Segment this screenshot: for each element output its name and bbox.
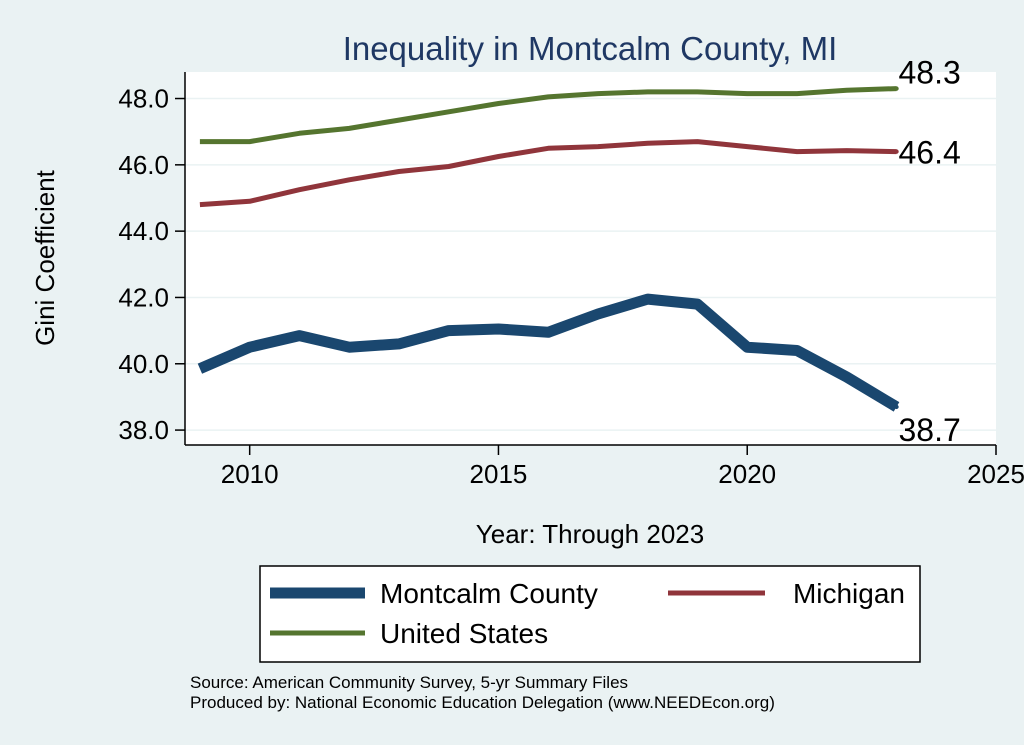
y-tick-label: 46.0 bbox=[118, 150, 169, 180]
y-tick-label: 40.0 bbox=[118, 349, 169, 379]
y-tick-label: 38.0 bbox=[118, 415, 169, 445]
series-endpoint-montcalm-county bbox=[894, 404, 899, 410]
y-tick-label: 48.0 bbox=[118, 84, 169, 114]
chart-title: Inequality in Montcalm County, MI bbox=[343, 30, 838, 67]
end-label-michigan: 46.4 bbox=[898, 135, 960, 171]
end-label-united-states: 48.3 bbox=[898, 55, 960, 91]
series-endpoint-michigan bbox=[894, 149, 899, 154]
axes bbox=[184, 72, 996, 446]
x-axis-ticks: 2010 2015 2020 2025 bbox=[221, 445, 1024, 489]
series-line-montcalm-county bbox=[197, 293, 900, 412]
x-tick-label: 2025 bbox=[967, 459, 1024, 489]
y-tick-label: 42.0 bbox=[118, 282, 169, 312]
x-tick-label: 2020 bbox=[718, 459, 776, 489]
series-line-michigan bbox=[199, 139, 897, 208]
legend-label-montcalm-county: Montcalm County bbox=[380, 578, 598, 609]
legend: Montcalm County Michigan United States bbox=[259, 565, 921, 663]
series-line-united-states bbox=[199, 86, 897, 145]
y-axis-title: Gini Coefficient bbox=[30, 169, 60, 346]
x-axis-title: Year: Through 2023 bbox=[476, 519, 704, 549]
end-label-montcalm-county: 38.7 bbox=[898, 412, 960, 448]
x-tick-label: 2010 bbox=[221, 459, 279, 489]
grid-lines bbox=[185, 97, 996, 431]
end-labels: 38.7 46.4 48.3 bbox=[898, 55, 960, 448]
source-note: Source: American Community Survey, 5-yr … bbox=[190, 673, 628, 692]
legend-label-united-states: United States bbox=[380, 618, 548, 649]
legend-box bbox=[259, 565, 921, 663]
producer-note: Produced by: National Economic Education… bbox=[190, 693, 775, 712]
y-axis-ticks: 38.0 40.0 42.0 44.0 46.0 48.0 bbox=[118, 84, 185, 445]
series-endpoint-united-states bbox=[894, 86, 899, 91]
x-tick-label: 2015 bbox=[470, 459, 528, 489]
series-lines bbox=[197, 86, 900, 412]
legend-label-michigan: Michigan bbox=[793, 578, 905, 609]
y-tick-label: 44.0 bbox=[118, 216, 169, 246]
